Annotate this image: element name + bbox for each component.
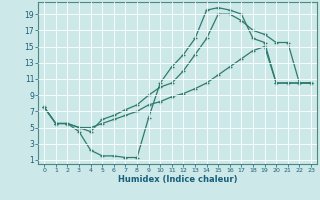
X-axis label: Humidex (Indice chaleur): Humidex (Indice chaleur) bbox=[118, 175, 237, 184]
